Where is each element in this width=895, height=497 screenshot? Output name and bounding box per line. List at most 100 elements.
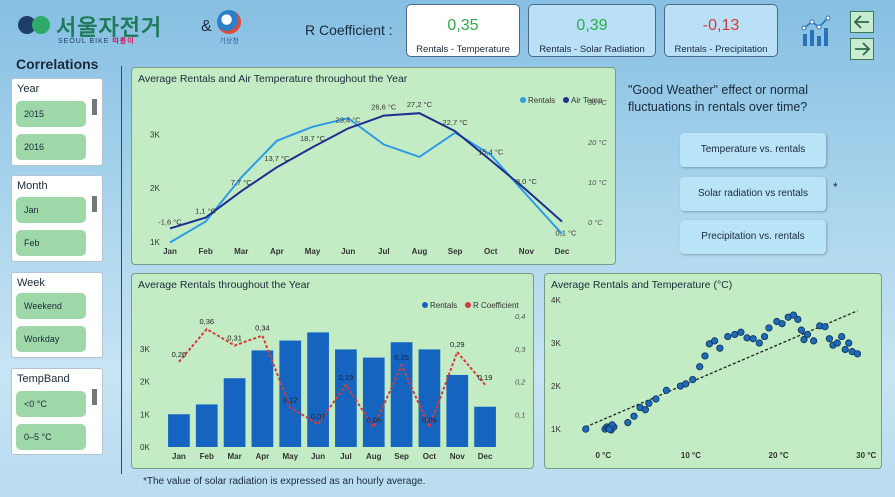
forward-arrow-button[interactable]: [850, 38, 874, 60]
slicer-option-0-5[interactable]: 0–5 °C: [16, 424, 86, 450]
x-tick-label: Feb: [199, 247, 213, 256]
slicer-tempband: TempBand <0 °C 0–5 °C: [11, 368, 103, 455]
scatter-point: [760, 332, 769, 341]
scatter-point: [853, 350, 862, 358]
bar-chart: 0K 1K 2K 3K 0,1 0,2 0,3 0,4 Rentals R Coefficient…: [140, 301, 526, 461]
x-tick-label: Jan: [172, 452, 186, 461]
y2-tick-label: 0 °C: [588, 218, 603, 227]
slicer-option-2016[interactable]: 2016: [16, 134, 86, 160]
bar: [279, 340, 302, 447]
y-tick-label: 3K: [551, 339, 561, 348]
x-tick-label: Sep: [448, 247, 463, 256]
x-tick-label: May: [305, 247, 321, 256]
footnote: *The value of solar radiation is express…: [143, 476, 426, 487]
scatter-point: [743, 334, 751, 342]
footnote-marker: *: [833, 180, 838, 194]
bar: [362, 357, 385, 447]
data-label: 1,1 °C: [195, 207, 217, 216]
scatter-point: [797, 326, 805, 334]
slicer-scrollbar[interactable]: [92, 196, 97, 212]
slicer-option-feb[interactable]: Feb: [16, 230, 86, 256]
data-label: 0,31: [227, 333, 242, 342]
x-tick-label: Mar: [227, 452, 241, 461]
temperature-vs-rentals-button[interactable]: Temperature vs. rentals: [680, 133, 826, 167]
data-label: 0,26: [172, 350, 187, 359]
slicer-option-below-0[interactable]: <0 °C: [16, 391, 86, 417]
scatter-point: [765, 324, 773, 332]
scatter-point: [624, 419, 632, 427]
data-label: 18,7 °C: [300, 134, 326, 143]
analytics-chart-icon[interactable]: [800, 14, 834, 48]
legend-label: Air Temp: [571, 96, 603, 105]
back-arrow-button[interactable]: [850, 11, 874, 33]
slicer-header: Year: [17, 83, 40, 95]
data-label: 26,6 °C: [371, 103, 397, 112]
r-coefficient-label: R Coefficient :: [305, 22, 393, 38]
card-rentals-precipitation[interactable]: -0,13 Rentals - Precipitation: [664, 4, 778, 57]
logo-subtitle: SEOUL BIKE 따릉이: [58, 38, 135, 45]
ampersand: &: [201, 18, 212, 35]
y-tick-label: 1K: [551, 425, 561, 434]
scatter-point: [716, 344, 724, 352]
x-tick-label: 20 °C: [769, 451, 789, 460]
card-value: 0,35: [447, 17, 479, 34]
data-label: 13,7 °C: [264, 154, 290, 163]
data-label: 22,7 °C: [443, 118, 469, 127]
data-label: 0,12: [283, 396, 298, 405]
bar: [446, 374, 469, 447]
x-tick-label: Dec: [555, 247, 570, 256]
scatter-point: [821, 323, 829, 331]
x-tick-label: Jun: [341, 247, 355, 256]
scatter-point: [803, 330, 812, 339]
x-tick-label: Jul: [378, 247, 390, 256]
x-tick-label: Nov: [519, 247, 535, 256]
scatter-chart-panel: Average Rentals and Temperature (°C) 1K 2…: [544, 273, 882, 469]
solar-radiation-vs-rentals-button[interactable]: Solar radiation vs rentals: [680, 177, 826, 211]
slicer-option-weekend[interactable]: Weekend: [16, 293, 86, 319]
legend-label: R Coefficient: [473, 301, 519, 310]
seoul-bike-logo: 서울자전거 SEOUL BIKE 따릉이: [14, 10, 194, 46]
y2-tick-label: 20 °C: [587, 138, 607, 147]
bar: [418, 349, 441, 447]
precipitation-vs-rentals-button[interactable]: Precipitation vs. rentals: [680, 220, 826, 254]
scatter-point: [696, 363, 704, 371]
slicer-scrollbar[interactable]: [92, 389, 97, 405]
y-tick-label: 1K: [140, 410, 150, 419]
scatter-point: [711, 337, 719, 345]
card-rentals-solar[interactable]: 0,39 Rentals - Solar Radiation: [528, 4, 656, 57]
scatter-point: [724, 332, 732, 341]
x-tick-label: Sep: [394, 452, 409, 461]
arrow-right-icon: [855, 42, 871, 56]
bar: [251, 350, 274, 447]
card-rentals-temperature[interactable]: 0,35 Rentals - Temperature: [406, 4, 520, 57]
bar: [195, 404, 218, 447]
card-value: 0,39: [576, 17, 608, 34]
y2-tick-label: 0,4: [515, 312, 525, 321]
y-tick-label: 4K: [551, 296, 561, 305]
scatter-point: [755, 339, 763, 347]
y2-tick-label: 30 °C: [588, 98, 607, 107]
slicer-option-workday[interactable]: Workday: [16, 326, 86, 352]
y2-tick-label: 0,2: [515, 378, 526, 387]
scatter-point: [662, 386, 671, 394]
x-tick-label: Mar: [234, 247, 248, 256]
x-tick-label: Oct: [423, 452, 437, 461]
x-tick-label: 10 °C: [681, 451, 701, 460]
scatter-point: [641, 406, 649, 414]
x-tick-label: Jul: [340, 452, 352, 461]
slicer-option-jan[interactable]: Jan: [16, 197, 86, 223]
y-tick-label: 1K: [150, 238, 160, 247]
y2-tick-label: 10 °C: [588, 178, 607, 187]
card-label: Rentals - Precipitation: [674, 44, 768, 55]
slicer-scrollbar[interactable]: [92, 99, 97, 115]
slicer-option-2015[interactable]: 2015: [16, 101, 86, 127]
scatter-point: [737, 328, 745, 336]
data-label: 0,19: [339, 373, 354, 382]
scatter-point: [778, 320, 786, 328]
scatter-point: [705, 340, 713, 348]
data-label: 7,7 °C: [231, 178, 253, 187]
scatter-point: [749, 335, 757, 343]
scatter-point: [841, 345, 849, 354]
y-tick-label: 2K: [551, 382, 561, 391]
slicer-header: TempBand: [17, 373, 70, 385]
